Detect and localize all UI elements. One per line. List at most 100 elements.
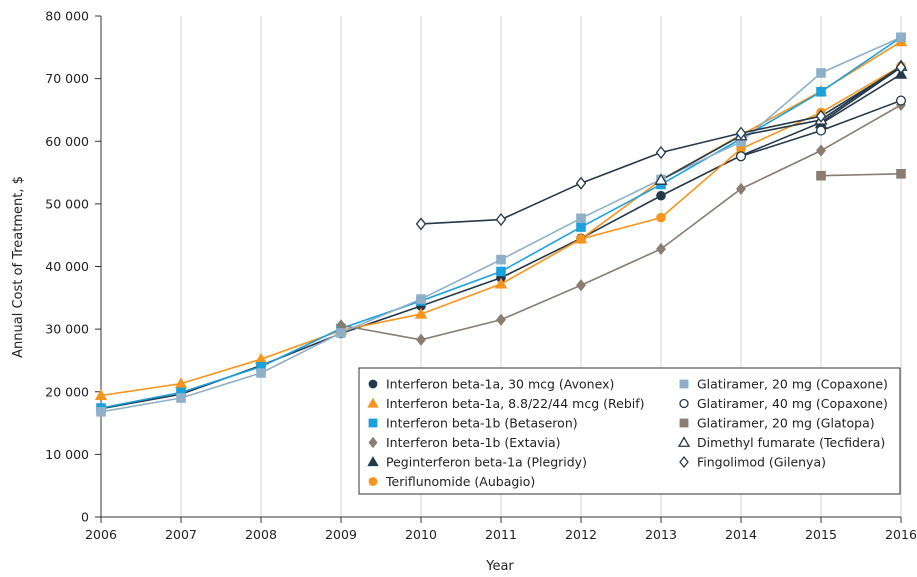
legend-item: Interferon beta-1b (Betaseron) <box>368 416 578 431</box>
legend-item: Teriflunomide (Aubagio) <box>368 474 535 489</box>
x-tick-label: 2010 <box>405 527 437 542</box>
data-point-interferon-beta-1b-betaseron <box>576 222 586 232</box>
x-tick-label: 2007 <box>165 527 197 542</box>
legend-item: Interferon beta-1a, 8.8/22/44 mcg (Rebif… <box>367 396 645 411</box>
x-tick-label: 2015 <box>805 527 837 542</box>
legend: Interferon beta-1a, 30 mcg (Avonex) Inter… <box>358 367 901 495</box>
legend-label: Interferon beta-1b (Extavia) <box>386 435 561 450</box>
legend-label: Interferon beta-1a, 8.8/22/44 mcg (Rebif… <box>386 396 645 411</box>
legend-item: Interferon beta-1b (Extavia) <box>368 435 561 450</box>
data-point-interferon-beta-1b-extavia <box>736 182 746 195</box>
axes: 2006 2007 2008 2009 2010 2011 2012 2013 2014 2015… <box>45 9 917 543</box>
legend-label: Fingolimod (Gilenya) <box>697 455 826 470</box>
legend-item: Glatiramer, 40 mg (Copaxone) <box>679 396 888 411</box>
legend-item: Glatiramer, 20 mg (Copaxone) <box>679 377 888 392</box>
legend-label: Peginterferon beta-1a (Plegridy) <box>386 455 587 470</box>
data-point-fingolimod-gilenya <box>575 176 587 190</box>
legend-label: Interferon beta-1a, 30 mcg (Avonex) <box>386 377 614 392</box>
legend-item: Dimethyl fumarate (Tecfidera) <box>677 435 885 450</box>
y-tick-label: 70 000 <box>45 71 89 86</box>
data-point-glatiramer-20-mg-copaxone <box>256 368 266 378</box>
data-point-interferon-beta-1b-extavia <box>816 144 826 157</box>
series-line-interferon-beta-1b-extavia <box>340 104 902 341</box>
x-tick-label: 2009 <box>325 527 357 542</box>
legend-label: Glatiramer, 20 mg (Copaxone) <box>697 377 888 392</box>
series-line-dimethyl-fumarate-tecfidera <box>660 65 902 181</box>
data-point-glatiramer-20-mg-copaxone <box>816 68 826 78</box>
y-axis-title: Annual Cost of Treatment, $ <box>11 176 26 358</box>
data-point-interferon-beta-1b-extavia <box>656 242 666 256</box>
series-line-peginterferon-beta-1a-plegridy <box>820 73 902 125</box>
x-tick-label: 2011 <box>485 527 517 542</box>
x-axis-title: Year <box>485 559 514 574</box>
data-point-fingolimod-gilenya <box>415 217 427 231</box>
data-point-interferon-beta-1a-8-8-22-44-mcg-rebif <box>494 277 508 289</box>
y-tick-label: 10 000 <box>45 447 89 462</box>
y-tick-label: 20 000 <box>45 384 89 399</box>
legend-label: Teriflunomide (Aubagio) <box>385 474 535 489</box>
legend-marker-interferon-beta-1a-30-mcg-avonex <box>368 379 378 389</box>
data-point-glatiramer-40-mg-copaxone <box>815 125 827 136</box>
data-point-fingolimod-gilenya <box>655 145 667 160</box>
data-point-fingolimod-gilenya <box>895 60 907 74</box>
data-point-fingolimod-gilenya <box>495 212 507 227</box>
series-layer <box>94 32 908 417</box>
legend-item: Interferon beta-1a, 30 mcg (Avonex) <box>368 377 614 392</box>
data-point-interferon-beta-1b-betaseron <box>496 266 506 277</box>
legend-marker-dimethyl-fumarate-tecfidera <box>677 436 691 447</box>
legend-item: Peginterferon beta-1a (Plegridy) <box>367 455 587 470</box>
data-point-interferon-beta-1a-30-mcg-avonex <box>656 190 666 201</box>
data-point-glatiramer-20-mg-copaxone <box>896 32 906 43</box>
legend-marker-glatiramer-20-mg-copaxone <box>679 379 689 389</box>
y-tick-label: 60 000 <box>45 134 89 149</box>
data-point-teriflunomide-aubagio <box>576 234 586 244</box>
legend-marker-peginterferon-beta-1a-plegridy <box>367 456 379 467</box>
data-point-glatiramer-20-mg-copaxone <box>96 406 106 417</box>
data-point-fingolimod-gilenya <box>735 126 747 140</box>
y-tick-label: 30 000 <box>45 322 89 337</box>
legend-label: Glatiramer, 20 mg (Glatopa) <box>697 416 875 431</box>
data-point-interferon-beta-1b-betaseron <box>816 86 826 97</box>
legend-label: Dimethyl fumarate (Tecfidera) <box>697 435 885 450</box>
data-point-glatiramer-20-mg-copaxone <box>336 328 346 338</box>
legend-marker-teriflunomide-aubagio <box>368 477 378 486</box>
data-point-glatiramer-20-mg-copaxone <box>416 294 426 304</box>
data-point-teriflunomide-aubagio <box>656 212 666 223</box>
y-tick-label: 0 <box>81 510 89 525</box>
legend-marker-glatiramer-20-mg-glatopa <box>679 418 689 428</box>
data-point-interferon-beta-1a-8-8-22-44-mcg-rebif <box>414 307 428 319</box>
data-point-glatiramer-20-mg-glatopa <box>816 170 826 181</box>
legend-marker-interferon-beta-1b-extavia <box>368 436 378 449</box>
legend-item: Glatiramer, 20 mg (Glatopa) <box>679 416 875 431</box>
legend-label: Interferon beta-1b (Betaseron) <box>386 416 578 431</box>
x-tick-label: 2012 <box>565 527 597 542</box>
data-point-dimethyl-fumarate-tecfidera <box>654 173 668 185</box>
x-tick-label: 2014 <box>725 527 757 542</box>
data-point-interferon-beta-1b-extavia <box>416 333 426 346</box>
data-point-glatiramer-40-mg-copaxone <box>735 151 747 162</box>
x-tick-label: 2006 <box>85 527 117 542</box>
y-tick-label: 80 000 <box>45 9 89 24</box>
data-point-glatiramer-20-mg-copaxone <box>496 254 506 265</box>
y-tick-label: 40 000 <box>45 259 89 274</box>
data-point-glatiramer-40-mg-copaxone <box>895 95 907 106</box>
data-point-glatiramer-20-mg-glatopa <box>896 169 906 179</box>
legend-item: Fingolimod (Gilenya) <box>679 455 826 470</box>
y-tick-label: 50 000 <box>45 196 89 211</box>
legend-marker-interferon-beta-1b-betaseron <box>368 418 378 428</box>
data-point-glatiramer-20-mg-copaxone <box>576 213 586 224</box>
x-tick-label: 2016 <box>885 527 917 542</box>
legend-marker-fingolimod-gilenya <box>679 455 689 469</box>
data-point-interferon-beta-1b-extavia <box>576 279 586 292</box>
data-point-fingolimod-gilenya <box>815 109 827 123</box>
data-point-glatiramer-20-mg-copaxone <box>176 393 186 403</box>
x-tick-label: 2008 <box>245 527 277 542</box>
legend-label: Glatiramer, 40 mg (Copaxone) <box>697 396 888 411</box>
legend-marker-glatiramer-40-mg-copaxone <box>679 398 689 409</box>
series-line-glatiramer-20-mg-glatopa <box>820 173 902 177</box>
x-tick-label: 2013 <box>645 527 677 542</box>
legend-marker-interferon-beta-1a-8-8-22-44-mcg-rebif <box>367 397 379 408</box>
data-point-interferon-beta-1a-8-8-22-44-mcg-rebif <box>94 389 108 401</box>
legend-box <box>358 367 901 495</box>
